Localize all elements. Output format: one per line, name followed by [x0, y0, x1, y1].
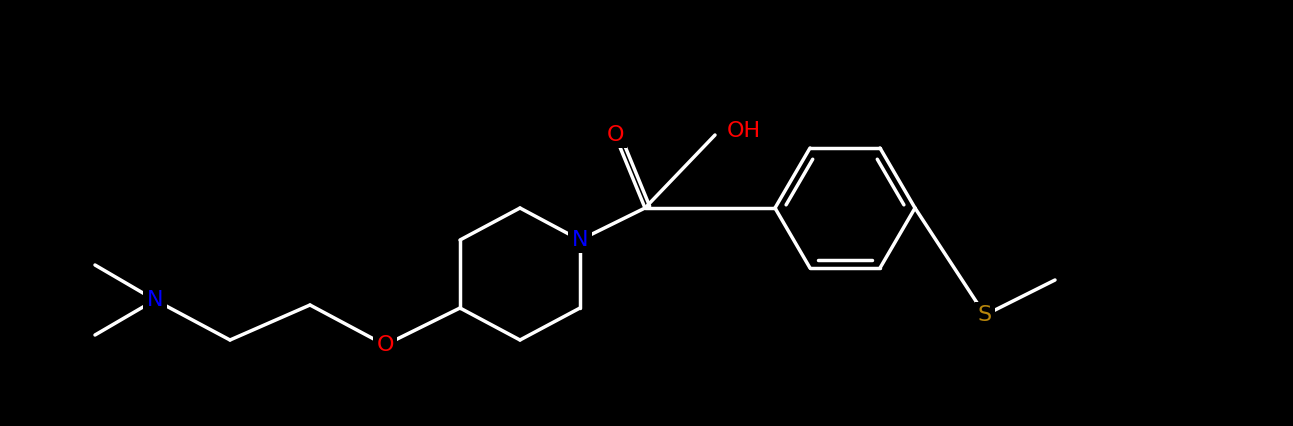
Text: S: S	[978, 305, 992, 325]
Text: N: N	[146, 290, 163, 310]
Text: O: O	[376, 335, 394, 355]
Text: OH: OH	[727, 121, 762, 141]
Text: N: N	[572, 230, 588, 250]
Text: O: O	[606, 125, 623, 145]
